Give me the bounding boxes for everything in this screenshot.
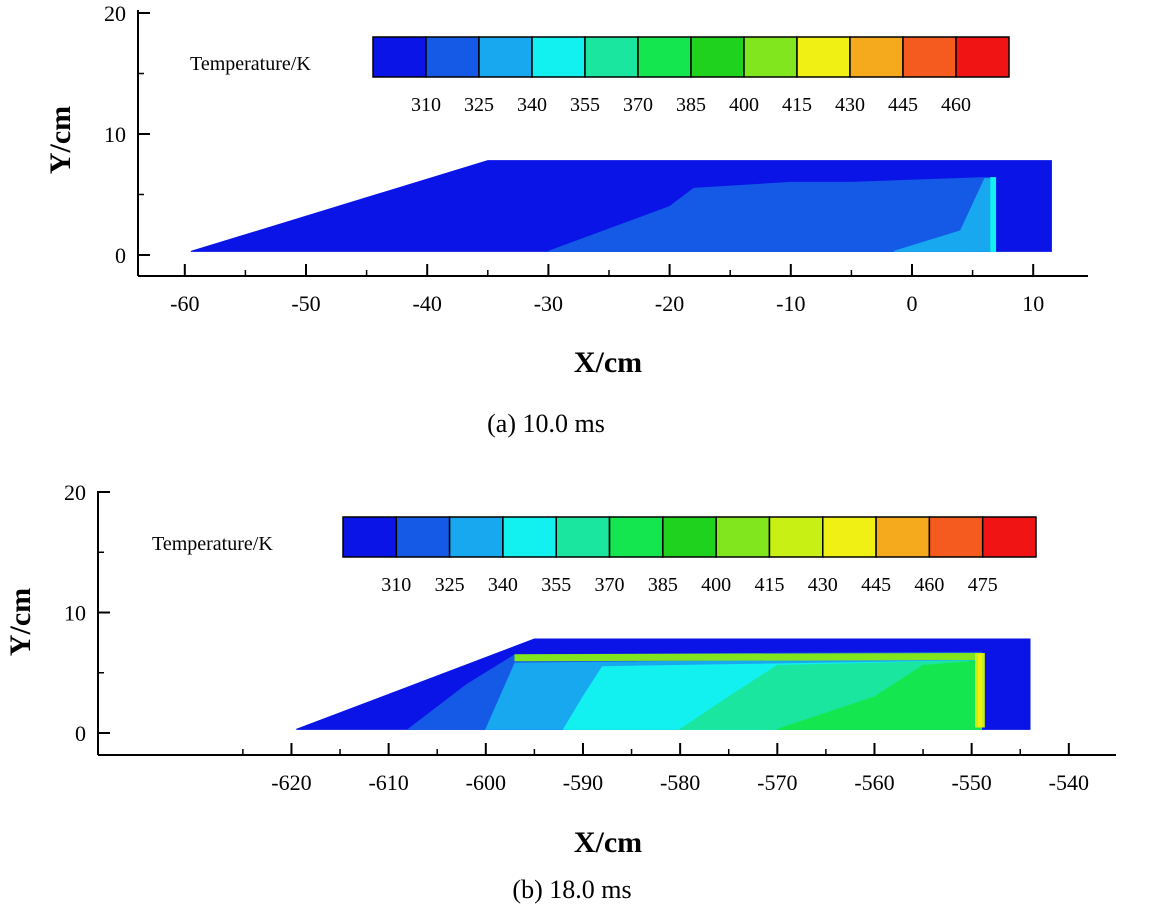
y-tick-label-a-0: 0 <box>115 243 126 268</box>
caption-a: (a) 10.0 ms <box>487 409 605 438</box>
region-front-line-inner-b <box>978 654 982 728</box>
colorbar-swatch-a-8 <box>796 36 851 78</box>
colorbar-swatch-a-7 <box>743 36 798 78</box>
temperature-field-b <box>296 638 1031 730</box>
x-tick-label-b-3: -590 <box>563 770 603 795</box>
colorbar-label-a-3: 355 <box>570 94 600 116</box>
y-tick-label-b-1: 10 <box>64 601 86 626</box>
region-front-line-a <box>990 177 997 252</box>
x-tick-label-a-7: 10 <box>1022 291 1044 316</box>
y-tick-label-a-2: 20 <box>104 1 126 26</box>
colorbar-label-a-7: 415 <box>782 94 812 116</box>
colorbar-swatch-b-3 <box>502 516 557 558</box>
colorbar-swatch-b-10 <box>875 516 931 558</box>
x-tick-label-b-5: -570 <box>757 770 797 795</box>
colorbar-label-b-10: 460 <box>914 574 944 596</box>
y-ticks-b: 0 10 20 <box>64 480 110 746</box>
colorbar-swatch-a-1 <box>425 36 480 78</box>
colorbar-label-b-3: 355 <box>541 574 571 596</box>
x-tick-label-b-4: -580 <box>660 770 700 795</box>
x-tick-label-b-6: -560 <box>854 770 894 795</box>
x-axis-title-b: X/cm <box>574 826 642 859</box>
colorbar-swatch-a-11 <box>955 36 1010 78</box>
colorbar-swatch-b-8 <box>768 516 824 558</box>
x-tick-label-b-1: -610 <box>368 770 408 795</box>
region-hotter-zone-b <box>777 660 982 730</box>
axes-b <box>97 491 1116 756</box>
y-axis-title-a: Y/cm <box>44 106 77 174</box>
colorbar-swatch-a-6 <box>690 36 745 78</box>
y-ticks-a: 0 10 20 <box>104 1 150 268</box>
y-tick-label-a-1: 10 <box>104 122 126 147</box>
colorbar-title-b: Temperature/K <box>152 533 273 555</box>
colorbar-label-a-5: 385 <box>676 94 706 116</box>
colorbar-label-a-0: 310 <box>411 94 441 116</box>
colorbar-swatch-b-5 <box>608 516 664 558</box>
x-tick-label-a-4: -20 <box>655 291 684 316</box>
colorbar-swatch-b-11 <box>928 516 984 558</box>
colorbar-label-b-7: 415 <box>754 574 784 596</box>
x-axis-title-a: X/cm <box>574 346 642 379</box>
colorbar-label-b-8: 430 <box>808 574 838 596</box>
y-tick-label-b-0: 0 <box>75 721 86 746</box>
panel-a: -60 -50 -40 -30 -20 -10 0 10 0 10 20 310 325 340 355… <box>44 1 1088 438</box>
x-ticks-a: -60 -50 -40 -30 -20 -10 0 10 <box>170 264 1044 316</box>
x-tick-label-a-3: -30 <box>534 291 563 316</box>
colorbar-label-a-1: 325 <box>464 94 494 116</box>
colorbar-swatch-b-2 <box>448 516 504 558</box>
colorbar-swatch-b-9 <box>822 516 877 558</box>
colorbar-swatch-b-1 <box>395 516 451 558</box>
x-tick-label-a-1: -50 <box>291 291 320 316</box>
colorbar-swatch-a-9 <box>849 36 904 78</box>
colorbar-swatch-b-4 <box>555 516 611 558</box>
colorbar-label-a-2: 340 <box>517 94 547 116</box>
colorbar-swatch-b-7 <box>715 516 771 558</box>
colorbar-label-b-9: 445 <box>861 574 891 596</box>
colorbar-label-b-0: 310 <box>381 574 411 596</box>
colorbar-label-b-4: 370 <box>595 574 625 596</box>
colorbar-swatch-b-0 <box>342 516 398 558</box>
x-tick-label-a-6: 0 <box>907 291 918 316</box>
x-tick-label-b-2: -600 <box>466 770 506 795</box>
colorbar-swatch-b-12 <box>981 516 1037 558</box>
x-tick-label-b-7: -550 <box>951 770 991 795</box>
colorbar-b: 310 325 340 355 370 385 400 415 430 445 460 475 <box>342 516 1037 596</box>
y-axis-title-b: Y/cm <box>4 588 37 656</box>
x-tick-label-b-8: -540 <box>1049 770 1089 795</box>
colorbar-swatch-b-6 <box>662 516 717 558</box>
colorbar-a: 310 325 340 355 370 385 400 415 430 445 460 <box>372 36 1010 116</box>
colorbar-swatch-a-4 <box>584 36 639 78</box>
region-top-band-b <box>514 652 982 662</box>
x-tick-label-a-5: -10 <box>776 291 805 316</box>
panel-b: -620 -610 -600 -590 -580 -570 -560 -550 -540 0 10… <box>4 480 1116 904</box>
colorbar-swatch-a-0 <box>372 36 427 78</box>
colorbar-label-a-10: 460 <box>941 94 971 116</box>
axes-a <box>137 10 1088 277</box>
colorbar-swatch-a-3 <box>531 36 586 78</box>
colorbar-label-b-6: 400 <box>701 574 731 596</box>
colorbar-swatch-a-5 <box>637 36 692 78</box>
colorbar-label-b-2: 340 <box>488 574 518 596</box>
colorbar-title-a: Temperature/K <box>190 53 311 75</box>
colorbar-label-a-4: 370 <box>623 94 653 116</box>
colorbar-label-b-11: 475 <box>968 574 998 596</box>
y-tick-label-b-2: 20 <box>64 480 86 505</box>
colorbar-label-b-5: 385 <box>648 574 678 596</box>
colorbar-swatch-a-10 <box>902 36 957 78</box>
region-front-zone-a <box>893 178 995 252</box>
x-ticks-b: -620 -610 -600 -590 -580 -570 -560 -550 -540 <box>242 743 1089 795</box>
caption-b: (b) 18.0 ms <box>512 875 631 904</box>
colorbar-label-a-9: 445 <box>888 94 918 116</box>
x-tick-label-a-2: -40 <box>413 291 442 316</box>
temperature-field-a <box>190 160 1052 252</box>
colorbar-label-b-1: 325 <box>435 574 465 596</box>
colorbar-label-a-8: 430 <box>835 94 865 116</box>
colorbar-label-a-6: 400 <box>729 94 759 116</box>
x-tick-label-a-0: -60 <box>170 291 199 316</box>
x-tick-label-b-0: -620 <box>271 770 311 795</box>
colorbar-swatch-a-2 <box>478 36 533 78</box>
